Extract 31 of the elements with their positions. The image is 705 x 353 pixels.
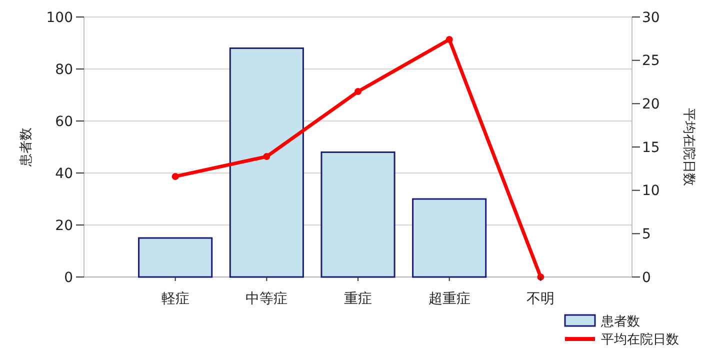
x-tick-label: 不明	[526, 291, 555, 307]
point	[172, 172, 179, 180]
y-tick-label: 20	[55, 218, 73, 234]
y-tick-label: 0	[64, 270, 73, 286]
y2-tick-label: 0	[642, 270, 651, 286]
y2-tick-label: 10	[642, 183, 660, 200]
y2-tick-label: 15	[642, 140, 660, 156]
x-tick-label: 軽症	[161, 291, 190, 307]
y2-tick-label: 25	[642, 53, 660, 70]
y-tick-label: 60	[55, 114, 73, 130]
point	[446, 36, 453, 44]
y2-tick-label: 30	[642, 10, 660, 26]
x-tick-label: 超重症	[428, 291, 470, 307]
bar	[412, 198, 487, 278]
bar	[229, 47, 304, 278]
bar	[320, 151, 396, 278]
y-tick-label: 40	[55, 166, 73, 182]
y2-tick-label: 20	[642, 96, 660, 113]
y-tick-label: 80	[55, 62, 73, 78]
y2-tick-label: 5	[642, 226, 651, 243]
legend-label: 平均在院日数	[601, 332, 679, 348]
bar	[138, 237, 213, 278]
point	[263, 153, 270, 160]
x-tick-label: 中等症	[246, 291, 288, 307]
legend-label: 患者数	[600, 314, 640, 330]
y2-axis-title: 平均在院日数	[681, 108, 696, 186]
point	[354, 88, 362, 96]
y-tick-label: 100	[46, 10, 73, 26]
x-tick-label: 重症	[344, 291, 372, 307]
point	[537, 274, 544, 280]
y-axis-title: 患者数	[19, 128, 34, 168]
